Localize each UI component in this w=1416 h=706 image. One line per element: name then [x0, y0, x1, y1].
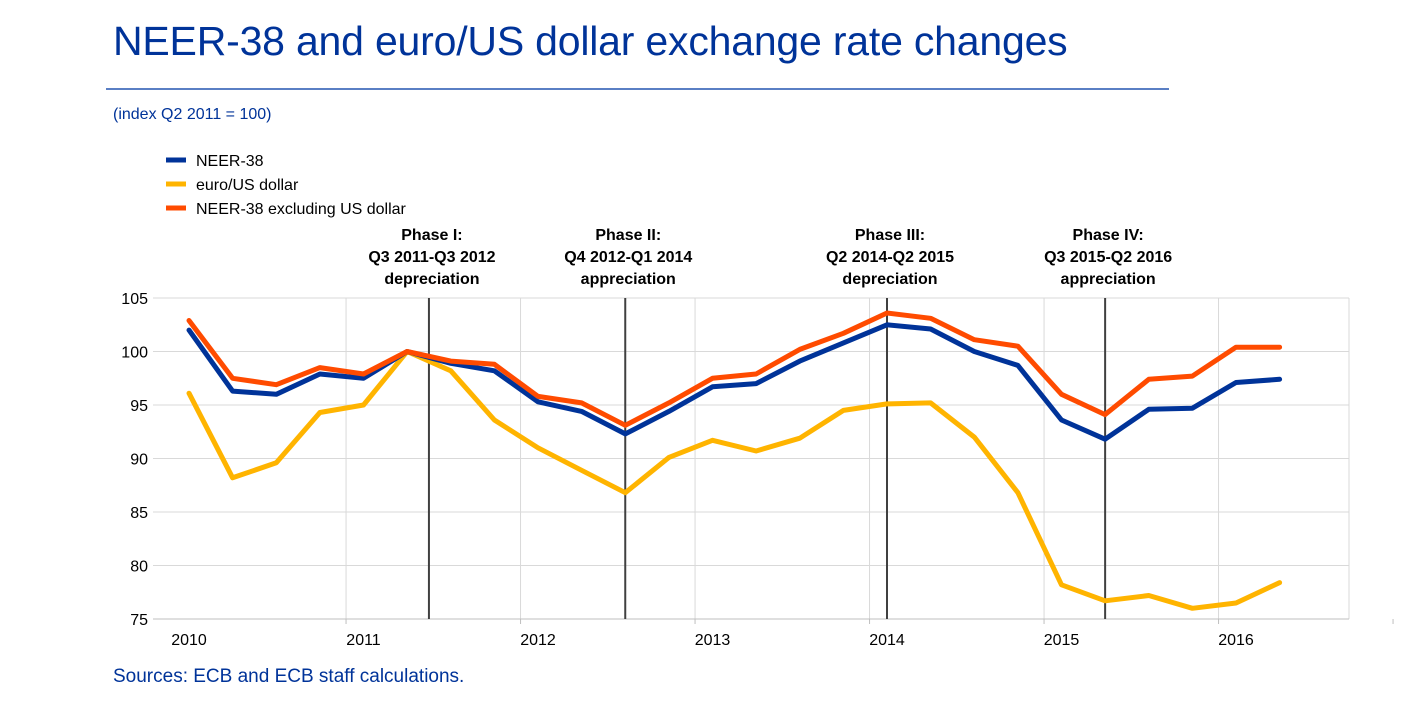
x-tick-label: 2012 [520, 632, 556, 649]
series-layer [186, 310, 1283, 611]
phase-label: depreciation [842, 271, 937, 288]
chart-legend: NEER-38 euro/US dollar NEER-38 excluding U… [166, 153, 407, 218]
axis-layer: 105 100 95 90 85 80 75 2010 2011 2012 2013 2014 2015… [121, 291, 1394, 649]
x-tick-label: 2010 [171, 632, 207, 649]
x-tick-label: 2015 [1044, 632, 1080, 649]
y-tick-label: 90 [130, 452, 148, 469]
y-tick-label: 80 [130, 559, 148, 576]
chart-title: NEER-38 and euro/US dollar exchange rate… [113, 18, 1068, 64]
phase-label: depreciation [384, 271, 479, 288]
y-tick-label: 95 [130, 398, 148, 415]
phase-label: Phase II: [595, 227, 661, 244]
y-tick-label: 85 [130, 505, 148, 522]
series-line-neer38_ex_usd [186, 310, 1283, 428]
y-tick-label: 100 [121, 345, 148, 362]
phase-layer: Phase I: Q3 2011-Q3 2012 depreciation Phase… [368, 227, 1172, 619]
grid-layer [153, 297, 1350, 619]
chart-subtitle: (index Q2 2011 = 100) [113, 106, 272, 123]
phase-label: Q4 2012-Q1 2014 [564, 249, 692, 266]
series-line-neer38 [186, 322, 1283, 442]
series-line-eurusd [186, 349, 1283, 611]
phase-label: Q3 2015-Q2 2016 [1044, 249, 1172, 266]
y-tick-label: 105 [121, 291, 148, 308]
phase-label: Phase IV: [1073, 227, 1144, 244]
y-tick-label: 75 [130, 612, 148, 629]
legend-label: NEER-38 excluding US dollar [196, 201, 407, 218]
phase-label: appreciation [581, 271, 676, 288]
phase-label: appreciation [1061, 271, 1156, 288]
source-note: Sources: ECB and ECB staff calculations. [113, 666, 465, 687]
phase-label: Q3 2011-Q3 2012 [368, 249, 495, 266]
x-tick-label: 2011 [346, 632, 381, 649]
title-divider [106, 88, 1169, 90]
x-tick-label: 2013 [695, 632, 731, 649]
phase-label: Phase III: [855, 227, 925, 244]
phase-label: Q2 2014-Q2 2015 [826, 249, 954, 266]
legend-label: euro/US dollar [196, 177, 299, 194]
legend-label: NEER-38 [196, 153, 264, 170]
x-tick-label: 2016 [1218, 632, 1254, 649]
x-tick-label: 2014 [869, 632, 905, 649]
phase-label: Phase I: [401, 227, 462, 244]
